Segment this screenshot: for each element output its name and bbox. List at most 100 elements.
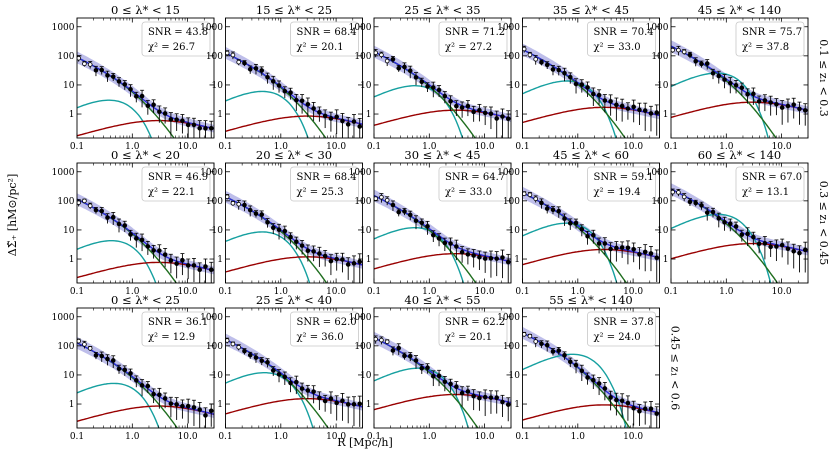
panel-title: 0 ≤ λ* < 20 [111, 148, 180, 162]
y-tick-label: 10 [360, 226, 372, 236]
data-point [681, 194, 687, 200]
data-point [608, 395, 613, 400]
y-tick-label: 1000 [497, 168, 520, 178]
y-tick-label: 1000 [646, 23, 669, 33]
stats-box [290, 21, 359, 57]
miscentered-curve [374, 367, 469, 428]
panel-frame [373, 307, 512, 429]
panel-frame [76, 162, 215, 284]
data-point [676, 190, 681, 195]
y-tick-label: 10 [212, 226, 224, 236]
data-point [596, 381, 602, 386]
data-point [522, 332, 527, 337]
panel-frame [522, 17, 660, 139]
data-point [317, 251, 322, 256]
data-point [151, 248, 156, 253]
data-point [579, 368, 585, 374]
data-point [539, 200, 544, 206]
data-point [591, 91, 596, 97]
y-tick-label: 1000 [52, 168, 75, 178]
data-point [642, 108, 648, 113]
x-tick-label: 0.1 [218, 142, 232, 152]
data-point [322, 398, 328, 404]
data-point [505, 259, 511, 265]
data-point [482, 394, 488, 400]
y-tick-label: 1 [366, 400, 372, 410]
data-point [567, 359, 573, 365]
data-point [625, 400, 631, 406]
y-tick-label: 1000 [52, 313, 75, 323]
x-tick-label: 0.1 [515, 287, 529, 297]
data-point [162, 111, 168, 116]
data-point [357, 124, 363, 129]
y-tick-label: 1 [663, 255, 669, 265]
data-point [185, 122, 191, 128]
data-point [631, 104, 636, 110]
data-point [459, 105, 465, 110]
data-point [384, 58, 390, 64]
data-point [681, 49, 687, 55]
data-point [305, 101, 311, 107]
data-point [407, 212, 413, 218]
data-point [122, 223, 128, 228]
panel-1-3: 0.1 1.0 10.0 1 10 100 1000 45 ≤ λ* < 60 SNR = 59… [497, 148, 660, 297]
data-point [328, 116, 334, 121]
data-point [431, 232, 436, 238]
data-point [230, 52, 236, 58]
data-point [128, 232, 133, 237]
data-point [614, 397, 619, 403]
miscentered-curve [671, 213, 772, 283]
snr-label: SNR = 67.0 [742, 172, 802, 183]
data-point [242, 202, 247, 208]
stats-box [587, 21, 656, 57]
snr-label: SNR = 59.1 [594, 172, 654, 183]
data-point [533, 196, 538, 202]
data-point [379, 52, 384, 58]
data-point [522, 191, 527, 197]
x-tick-label: 10.0 [623, 287, 643, 297]
data-point [756, 241, 762, 246]
chi2-label: χ² = 27.2 [445, 42, 492, 53]
stats-box [587, 166, 656, 202]
x-tick-label: 10.0 [326, 432, 346, 442]
data-point [619, 103, 625, 109]
data-point [128, 87, 133, 92]
data-point [379, 194, 384, 200]
data-point [230, 201, 236, 206]
data-point [477, 395, 482, 401]
data-point [527, 333, 533, 339]
y-tick-label: 1000 [200, 313, 223, 323]
y-tick-label: 1 [69, 255, 75, 265]
data-point [322, 113, 328, 119]
stats-box [438, 311, 508, 347]
data-point [648, 111, 654, 116]
data-point [573, 362, 579, 368]
data-point [716, 73, 722, 79]
panel-1-1: 0.1 1.0 10.0 1 10 100 1000 20 ≤ λ* < 30 SNR = 68… [200, 148, 363, 297]
panel-frame [522, 162, 660, 284]
data-point [82, 198, 87, 204]
chi2-label: χ² = 33.0 [445, 187, 492, 198]
panel-plot-area [225, 333, 363, 428]
data-point [505, 402, 511, 407]
total-model-curve [374, 337, 511, 404]
miscentered-curve [77, 99, 153, 138]
data-point [562, 70, 567, 76]
data-point [671, 189, 675, 195]
data-point [745, 91, 750, 97]
data-point [99, 67, 105, 73]
panel-plot-area [374, 189, 511, 283]
panel-title: 45 ≤ λ* < 140 [698, 3, 782, 17]
panel-frame [373, 162, 512, 284]
data-point [390, 56, 396, 62]
total-model-curve [225, 52, 363, 125]
snr-label: SNR = 46.9 [148, 172, 208, 183]
data-point [687, 199, 693, 205]
panel-title: 0 ≤ λ* < 25 [111, 293, 180, 307]
data-point [93, 353, 99, 358]
data-point [294, 97, 299, 103]
data-point [99, 208, 105, 214]
panel-title: 45 ≤ λ* < 60 [553, 148, 629, 162]
